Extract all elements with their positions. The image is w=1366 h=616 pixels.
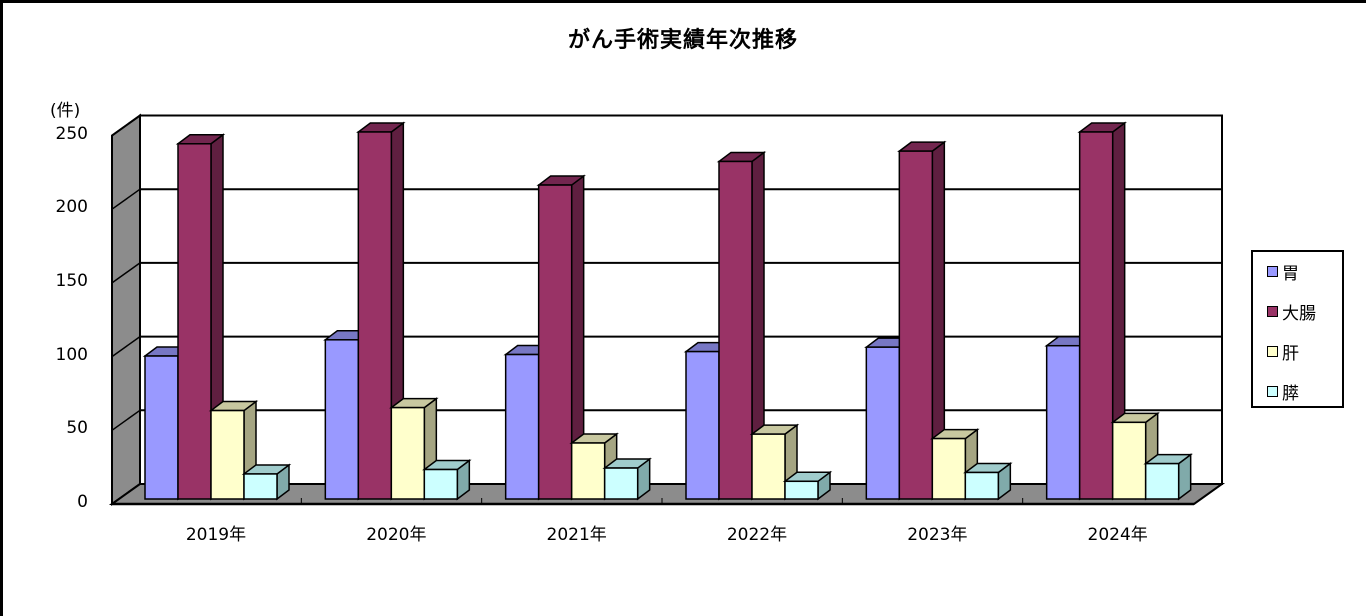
- legend-item: 大腸: [1267, 299, 1316, 324]
- x-tick-label: 2020年: [366, 525, 427, 545]
- x-tick-label: 2022年: [726, 525, 788, 545]
- y-tick-label: 200: [55, 197, 88, 218]
- bar-大腸-2021年: [536, 174, 586, 501]
- bar-大腸-2022年: [716, 150, 767, 501]
- legend-item: 肝: [1267, 339, 1299, 364]
- gridline-wall: [111, 409, 141, 431]
- y-tick-label: 50: [66, 418, 88, 439]
- bar-膵-2020年: [422, 459, 472, 501]
- bar-膵-2023年: [963, 461, 1013, 501]
- legend-item: 胃: [1267, 259, 1299, 284]
- legend-swatch-icon: [1267, 385, 1278, 397]
- x-tick-label: 2021年: [546, 525, 607, 545]
- gridline-wall: [111, 188, 141, 210]
- x-tick-label: 2024年: [1087, 525, 1148, 545]
- legend-label: 胃: [1282, 263, 1299, 284]
- gridline-wall: [111, 262, 141, 284]
- legend: 胃大腸肝膵: [1251, 250, 1344, 408]
- bar-膵-2019年: [241, 463, 292, 501]
- gridline-wall: [111, 114, 141, 137]
- chart-title: がん手術実績年次推移: [567, 28, 798, 53]
- back-wall: [139, 114, 1223, 485]
- side-wall: [111, 113, 141, 506]
- x-tick-label: 2023年: [907, 525, 968, 545]
- bar-肝-2024年: [1110, 411, 1160, 501]
- x-tick-label: 2019年: [185, 525, 247, 545]
- y-axis-unit-label: (件): [50, 101, 81, 121]
- bar-膵-2021年: [602, 457, 652, 501]
- bar-大腸-2023年: [897, 140, 947, 501]
- bar-膵-2024年: [1143, 453, 1193, 501]
- bar-大腸-2024年: [1077, 121, 1127, 501]
- y-tick-label: 150: [55, 270, 88, 291]
- gridline-wall: [111, 335, 141, 358]
- legend-swatch-icon: [1267, 265, 1278, 277]
- legend-swatch-icon: [1267, 305, 1278, 317]
- y-tick-label: 0: [77, 492, 88, 512]
- legend-label: 膵: [1282, 383, 1299, 404]
- legend-label: 肝: [1282, 343, 1299, 364]
- legend-label: 大腸: [1282, 303, 1316, 324]
- y-tick-label: 250: [55, 123, 88, 144]
- bar-膵-2022年: [782, 470, 833, 501]
- bar-肝-2019年: [208, 400, 259, 501]
- y-tick-label: 100: [55, 344, 88, 365]
- legend-swatch-icon: [1267, 345, 1278, 357]
- bar-大腸-2019年: [175, 133, 226, 501]
- legend-item: 膵: [1267, 379, 1299, 404]
